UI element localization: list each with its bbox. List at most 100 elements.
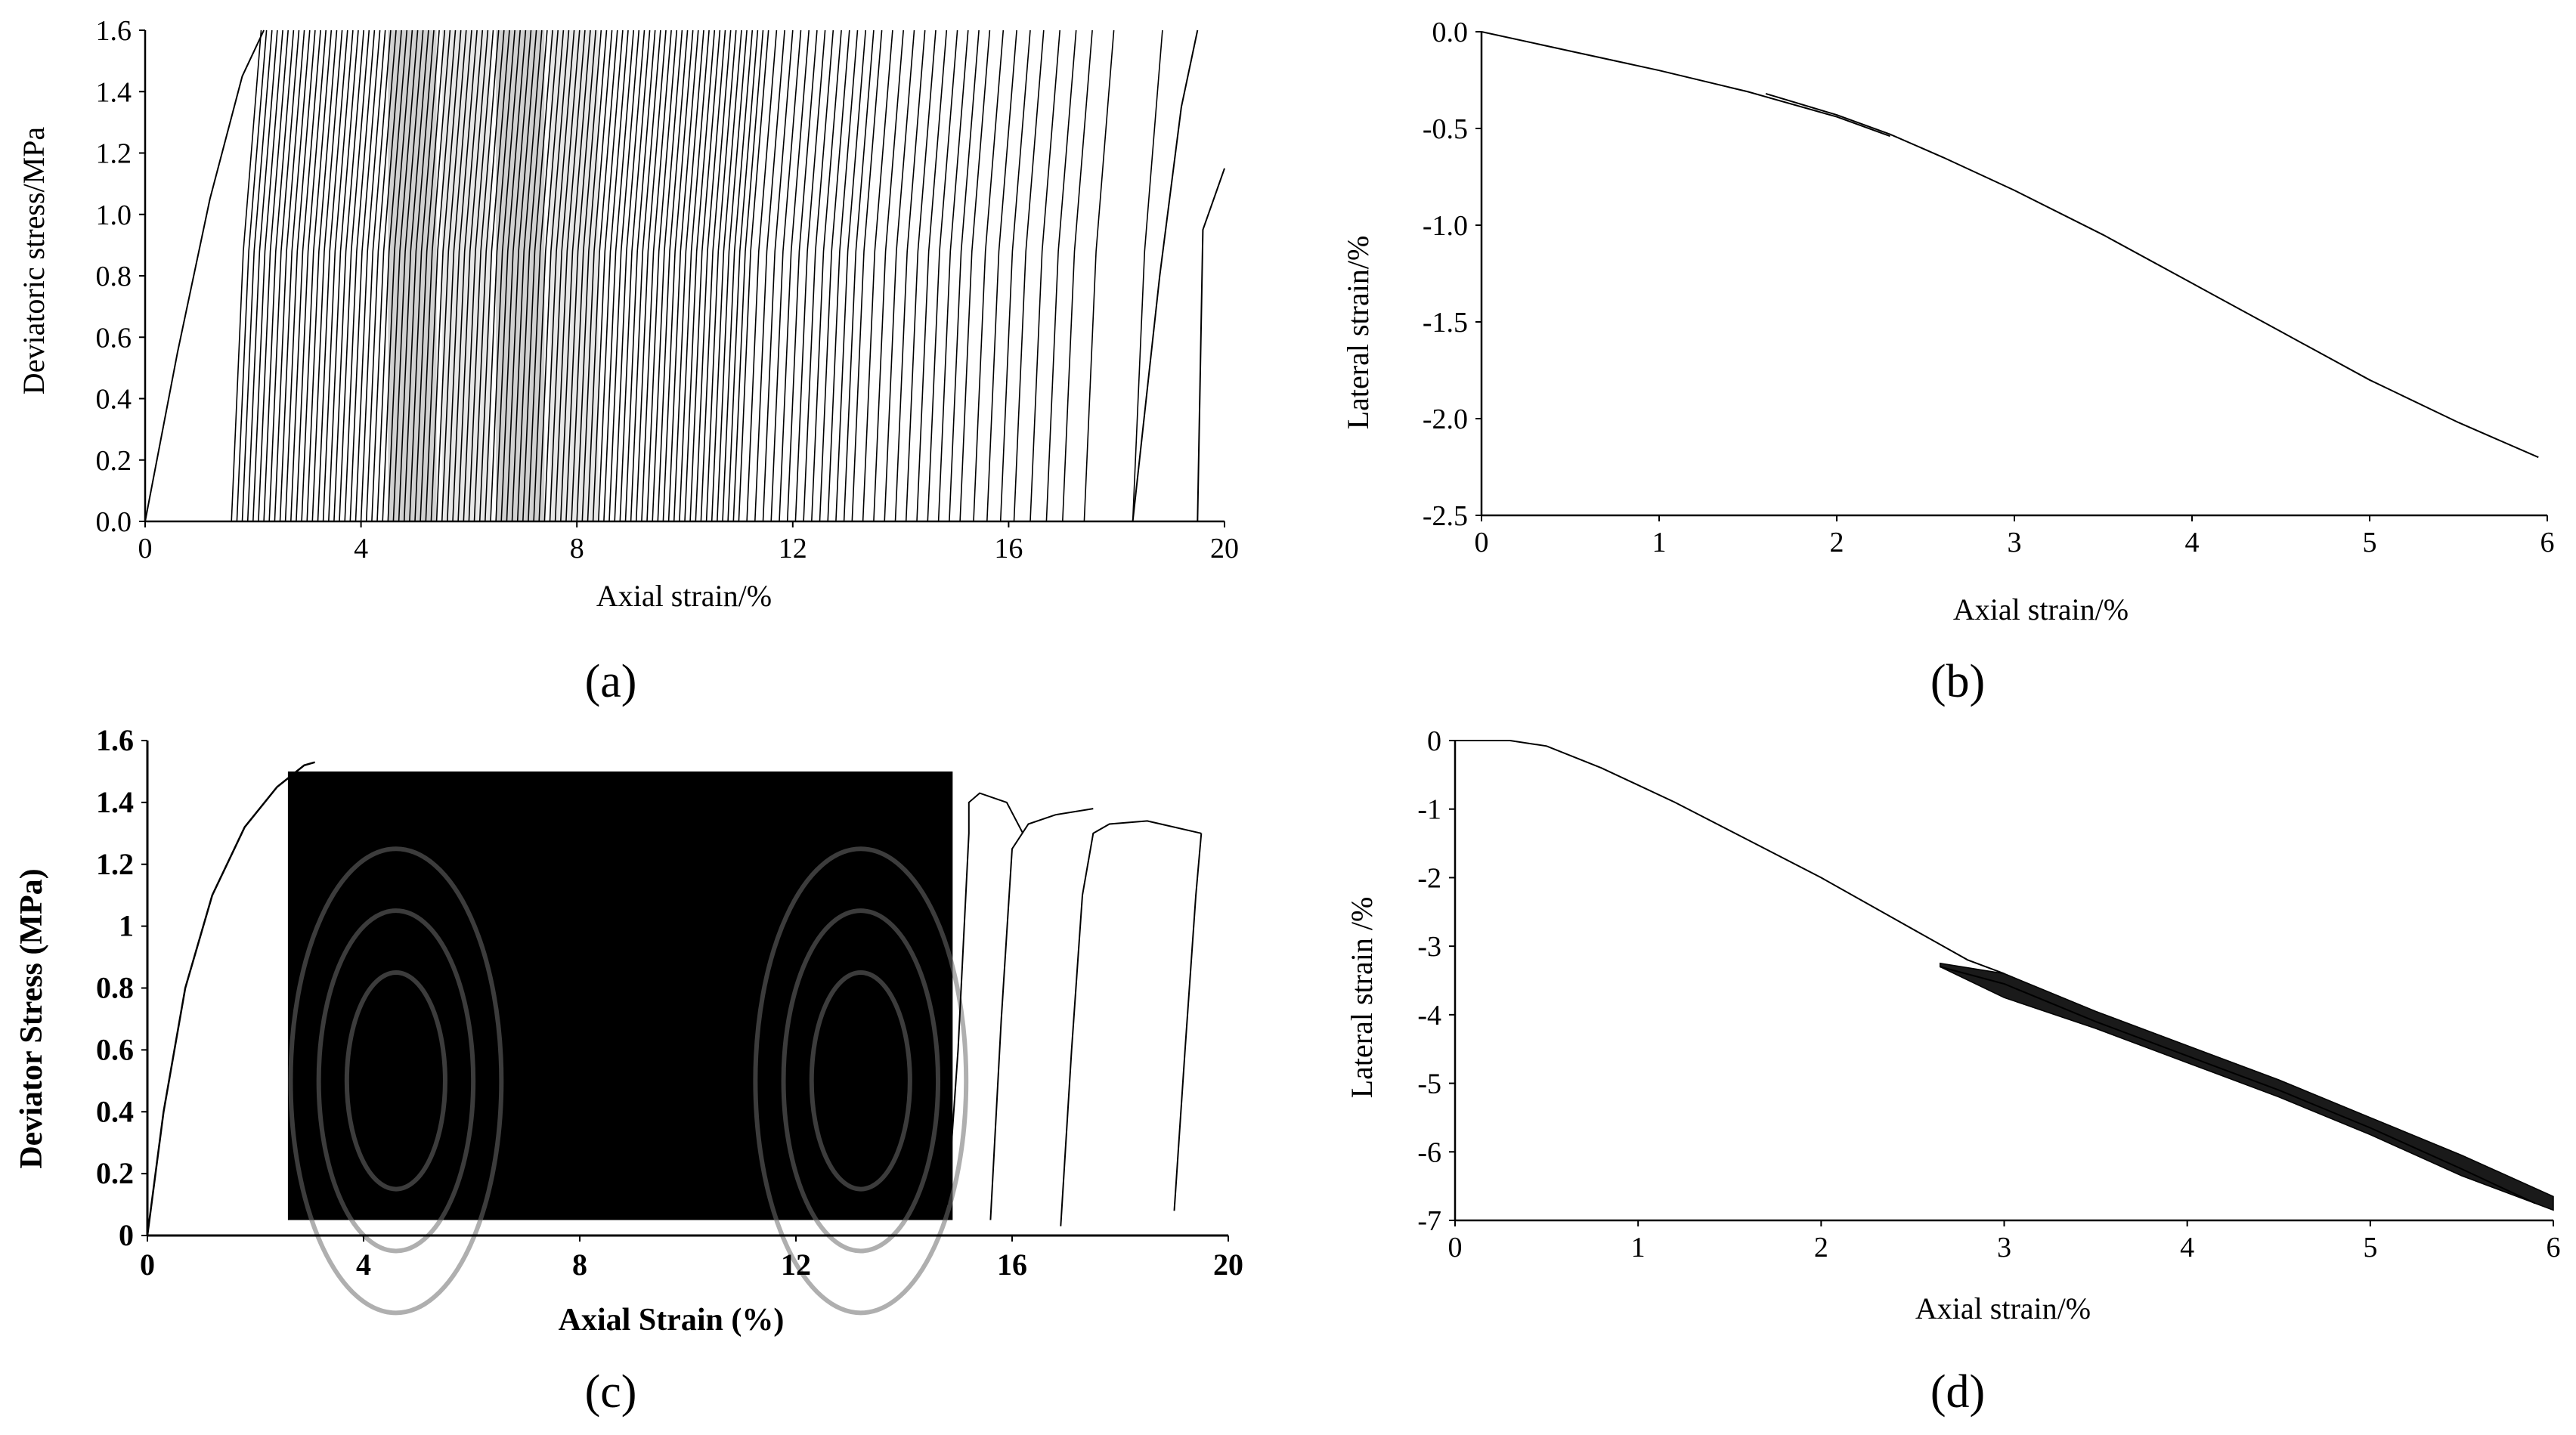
cycle-curve bbox=[999, 29, 1031, 522]
y-tick-label: 0 bbox=[119, 1218, 134, 1252]
cycle-curve bbox=[1083, 29, 1115, 522]
x-tick-label: 5 bbox=[2363, 527, 2377, 558]
panel-c-y-axis-label: Deviator Stress (MPa) bbox=[14, 868, 49, 1168]
panel-c-deviator-stress-chart: 0 4 8 12 16 20 0 0.2 0.4 0.6 0.8 1 1.2 1.4 1.6 Axial S… bbox=[14, 723, 1243, 1418]
cycle-curve bbox=[1132, 29, 1163, 522]
cycle-curve bbox=[959, 29, 991, 522]
y-tick-label: -4 bbox=[1417, 1000, 1441, 1031]
y-tick-label: 0.6 bbox=[96, 1032, 134, 1066]
cycle-curve bbox=[695, 29, 726, 522]
cycle-curve bbox=[722, 29, 754, 522]
cycle-curve bbox=[1013, 29, 1045, 522]
cycle-curve bbox=[457, 29, 489, 522]
cycle-curve bbox=[684, 29, 716, 522]
cycle-curve bbox=[252, 29, 283, 522]
moire-ring bbox=[316, 908, 476, 1254]
cycle-curve bbox=[1045, 29, 1077, 522]
y-tick-label: 1 bbox=[119, 909, 134, 943]
panel-a-axes: 0 4 8 12 16 20 0.0 0.2 0.4 0.6 0.8 1.0 1.2 1.4 1.6 bbox=[96, 15, 1240, 564]
x-tick-label: 6 bbox=[2547, 1232, 2561, 1263]
cycle-curve bbox=[608, 29, 640, 522]
x-tick-label: 0 bbox=[140, 1248, 155, 1282]
cycle-curve bbox=[403, 29, 435, 522]
cycle-curve bbox=[1062, 29, 1093, 522]
cycle-curve bbox=[973, 29, 1005, 522]
series-line bbox=[1940, 966, 2536, 1205]
cycle-curve bbox=[447, 29, 478, 522]
x-tick-label: 0 bbox=[1448, 1232, 1463, 1263]
series-line bbox=[1481, 31, 1890, 138]
cycle-curve bbox=[603, 29, 634, 522]
panel-a-plot-area bbox=[144, 29, 1225, 522]
cycle-curve bbox=[349, 29, 381, 522]
cycle-curve bbox=[554, 29, 586, 522]
x-tick-label: 5 bbox=[2363, 1232, 2377, 1263]
cycle-curve bbox=[478, 29, 510, 522]
y-tick-label: 1.4 bbox=[96, 76, 132, 108]
cycle-curve bbox=[705, 29, 737, 522]
y-tick-label: 1.6 bbox=[96, 15, 132, 47]
cycle-curve bbox=[905, 29, 937, 522]
cycle-curve bbox=[949, 29, 980, 522]
cycle-curve bbox=[576, 29, 608, 522]
cycle-curve bbox=[794, 29, 826, 522]
moire-ring bbox=[809, 970, 912, 1192]
late-cycle-curve bbox=[989, 808, 1094, 1220]
cycle-curve bbox=[754, 29, 785, 522]
cycle-curve bbox=[344, 29, 376, 522]
x-tick-label: 1 bbox=[1652, 527, 1667, 558]
cycle-curve bbox=[311, 29, 343, 522]
y-tick-label: 1.6 bbox=[96, 723, 134, 757]
cycle-curve bbox=[328, 29, 359, 522]
x-tick-label: 8 bbox=[570, 533, 584, 564]
panel-d-lateral-strain-chart: 0 1 2 3 4 5 6 0 -1 -2 -3 -4 -5 -6 -7 Axial strain/% La… bbox=[1345, 725, 2561, 1418]
panel-a-x-axis-label: Axial strain/% bbox=[596, 579, 772, 613]
panel-d-caption: (d) bbox=[1930, 1366, 1985, 1418]
cycle-curve bbox=[258, 29, 289, 522]
cycle-curve bbox=[306, 29, 338, 522]
shading-band bbox=[496, 30, 545, 521]
panel-b-plot-area bbox=[1481, 31, 2539, 459]
y-tick-label: 1.2 bbox=[96, 847, 134, 881]
y-tick-label: 0.8 bbox=[96, 971, 134, 1005]
y-tick-label: 0.0 bbox=[1432, 17, 1469, 48]
y-tick-label: 0.4 bbox=[96, 1094, 134, 1128]
cycle-curve bbox=[641, 29, 672, 522]
y-tick-label: 0.4 bbox=[96, 384, 132, 416]
cycle-curve bbox=[246, 29, 278, 522]
cycle-curve bbox=[231, 29, 262, 522]
y-tick-label: 0 bbox=[1427, 725, 1441, 757]
cycle-curve bbox=[811, 29, 842, 522]
y-tick-label: 1.0 bbox=[96, 199, 132, 231]
x-tick-label: 16 bbox=[994, 533, 1023, 564]
cycle-curve bbox=[533, 29, 565, 522]
panel-d-x-axis-label: Axial strain/% bbox=[1915, 1291, 2091, 1325]
cycle-curve bbox=[516, 29, 548, 522]
cycle-curve bbox=[587, 29, 618, 522]
cycle-curve bbox=[843, 29, 875, 522]
cycle-curve bbox=[762, 29, 794, 522]
cycle-curve bbox=[646, 29, 678, 522]
cycle-curve bbox=[571, 29, 602, 522]
cycle-curve bbox=[241, 29, 273, 522]
cycle-curve bbox=[425, 29, 457, 522]
y-tick-label: 0.2 bbox=[96, 1156, 134, 1190]
panel-b-y-axis-label: Lateral strain/% bbox=[1341, 236, 1375, 430]
cycle-curve bbox=[485, 29, 516, 522]
cycle-curve bbox=[296, 29, 327, 522]
y-tick-label: -0.5 bbox=[1423, 113, 1468, 145]
moire-ring bbox=[288, 846, 504, 1316]
panel-a-deviatoric-stress-chart: 0 4 8 12 16 20 0.0 0.2 0.4 0.6 0.8 1.0 1.2 1.4 1.6 Axi… bbox=[17, 15, 1239, 707]
y-tick-label: -1.0 bbox=[1423, 210, 1468, 242]
cycle-curve bbox=[819, 29, 850, 522]
x-tick-label: 0 bbox=[138, 533, 153, 564]
cycle-curve bbox=[657, 29, 689, 522]
panel-b-lateral-strain-chart: 0 1 2 3 4 5 6 0.0 -0.5 -1.0 -1.5 -2.0 -2.5 Axial str… bbox=[1341, 17, 2555, 707]
cycle-curve bbox=[495, 29, 527, 522]
moire-ring bbox=[781, 908, 941, 1254]
cycle-curve bbox=[528, 29, 559, 522]
cycle-curve bbox=[598, 29, 629, 522]
cycle-curve bbox=[803, 29, 834, 522]
cycle-curve bbox=[717, 29, 748, 522]
cycle-curve bbox=[937, 29, 969, 522]
